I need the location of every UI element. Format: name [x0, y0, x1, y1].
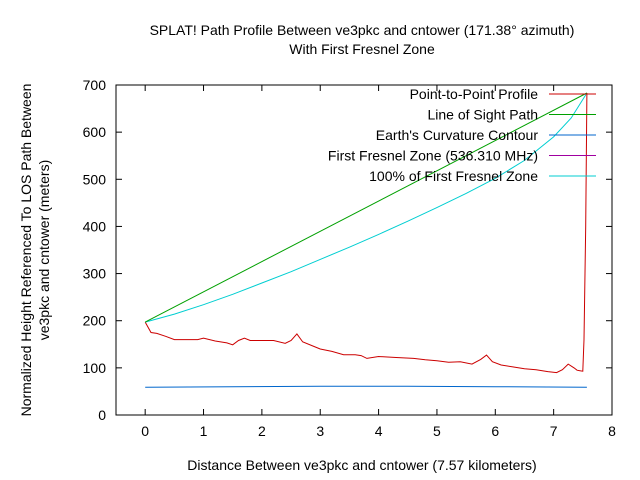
series-line-line-of-sight-path: [144, 92, 588, 323]
x-tick-label: 8: [608, 423, 616, 439]
legend-label-first-fresnel-zone-536-310-mhz: First Fresnel Zone (536.310 MHz): [328, 148, 538, 164]
y-tick-label: 400: [83, 218, 107, 234]
series-line-100-of-first-fresnel-zone: [145, 92, 588, 323]
chart-title-line2: With First Fresnel Zone: [289, 41, 435, 57]
x-tick-label: 5: [433, 423, 441, 439]
x-tick-label: 6: [491, 423, 499, 439]
series-layer: [144, 92, 588, 388]
axis-ticks: [116, 84, 613, 416]
x-tick-label: 2: [258, 423, 266, 439]
y-tick-label: 0: [98, 407, 106, 423]
legend-label-point-to-point-profile: Point-to-Point Profile: [410, 86, 539, 102]
y-tick-label: 700: [83, 77, 107, 93]
y-tick-label: 300: [83, 266, 107, 282]
x-tick-label: 7: [550, 423, 558, 439]
plot-area: 0 1 2 3 4 5 6 7 8 0 100 200 300 400 500 600 700: [83, 77, 616, 439]
legend-label-earth-s-curvature-contour: Earth's Curvature Contour: [376, 127, 539, 143]
x-axis-label: Distance Between ve3pkc and cntower (7.5…: [187, 457, 536, 473]
axis-tick-labels: 0 1 2 3 4 5 6 7 8 0 100 200 300 400 500 600 700: [83, 77, 616, 439]
x-tick-label: 3: [316, 423, 324, 439]
y-tick-label: 500: [83, 171, 107, 187]
legend-label-line-of-sight-path: Line of Sight Path: [427, 107, 538, 123]
x-tick-label: 4: [375, 423, 383, 439]
x-tick-label: 0: [141, 423, 149, 439]
chart-title-line1: SPLAT! Path Profile Between ve3pkc and c…: [150, 22, 575, 38]
legend-label-100-of-first-fresnel-zone: 100% of First Fresnel Zone: [369, 168, 538, 184]
y-axis-label-line2: ve3pkc and cntower (meters): [36, 160, 52, 341]
x-tick-label: 1: [200, 423, 208, 439]
series-line-point-to-point-profile: [144, 92, 588, 374]
plot-frame: [115, 84, 613, 416]
y-axis-label-line1: Normalized Height Referenced To LOS Path…: [18, 84, 34, 417]
y-tick-label: 100: [83, 360, 107, 376]
series-line-earth-s-curvature-contour: [145, 385, 587, 388]
y-tick-label: 200: [83, 313, 107, 329]
y-tick-label: 600: [83, 124, 107, 140]
legend: Point-to-Point Profile Line of Sight Path…: [328, 86, 596, 184]
